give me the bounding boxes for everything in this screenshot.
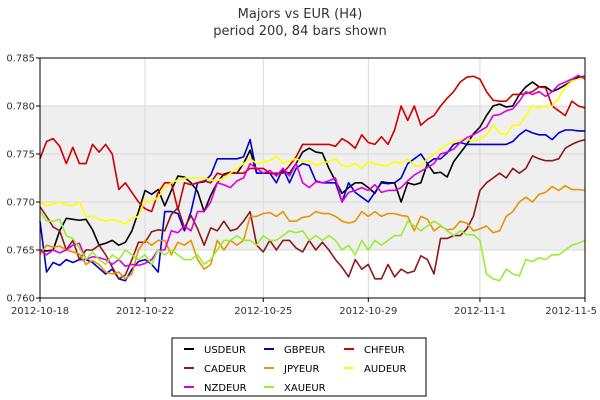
- series-line-xaueur: [39, 211, 586, 282]
- y-tick-label: 0.785: [6, 54, 35, 65]
- x-tick-label: 2012-10-25: [234, 306, 292, 317]
- y-tick-label: 0.775: [6, 150, 35, 161]
- x-tick-label: 2012-10-29: [339, 306, 397, 317]
- legend-label-cadeur: CADEUR: [204, 364, 246, 375]
- series-lines: [39, 74, 586, 282]
- x-tick-label: 2012-11-5: [545, 306, 597, 317]
- legend-label-usdeur: USDEUR: [204, 345, 246, 356]
- series-line-jpyeur: [39, 184, 586, 280]
- background-band-1: [40, 106, 585, 154]
- x-tick-label: 2012-10-22: [116, 306, 174, 317]
- legend-label-gbpeur: GBPEUR: [284, 345, 325, 356]
- chart-subtitle: period 200, 84 bars shown: [213, 24, 387, 39]
- y-tick-label: 0.770: [6, 198, 35, 209]
- y-tick-label: 0.765: [6, 246, 35, 257]
- background-band-0: [40, 154, 585, 202]
- background-bands: [40, 106, 585, 250]
- legend-label-nzdeur: NZDEUR: [204, 383, 247, 394]
- y-tick-label: 0.760: [6, 294, 35, 305]
- legend-label-jpyeur: JPYEUR: [283, 364, 320, 375]
- background-band-2: [40, 202, 585, 250]
- x-axis-ticks: 2012-10-18 2012-10-22 2012-10-25 2012-10-29…: [11, 298, 597, 317]
- y-axis-ticks: 0.760 0.765 0.770 0.775 0.780 0.785: [6, 54, 40, 305]
- legend-box: [171, 337, 427, 397]
- legend: USDEUR GBPEUR CHFEUR CADEUR JPYEUR AUDEUR NZDE…: [171, 337, 427, 397]
- chart-title: Majors vs EUR (H4): [238, 7, 363, 22]
- x-tick-label: 2012-11-1: [454, 306, 506, 317]
- legend-label-audeur: AUDEUR: [364, 364, 406, 375]
- grid-lines: [39, 57, 586, 299]
- series-line-audeur: [39, 76, 586, 225]
- legend-label-chfeur: CHFEUR: [364, 345, 405, 356]
- y-tick-label: 0.780: [6, 102, 35, 113]
- x-tick-label: 2012-10-18: [11, 306, 69, 317]
- series-line-gbpeur: [39, 129, 585, 282]
- series-line-nzdeur: [39, 74, 586, 268]
- legend-label-xaueur: XAUEUR: [284, 383, 326, 394]
- plot-border: [39, 57, 586, 299]
- series-line-chfeur: [39, 75, 586, 213]
- series-line-usdeur: [39, 75, 586, 252]
- series-line-cadeur: [39, 138, 586, 280]
